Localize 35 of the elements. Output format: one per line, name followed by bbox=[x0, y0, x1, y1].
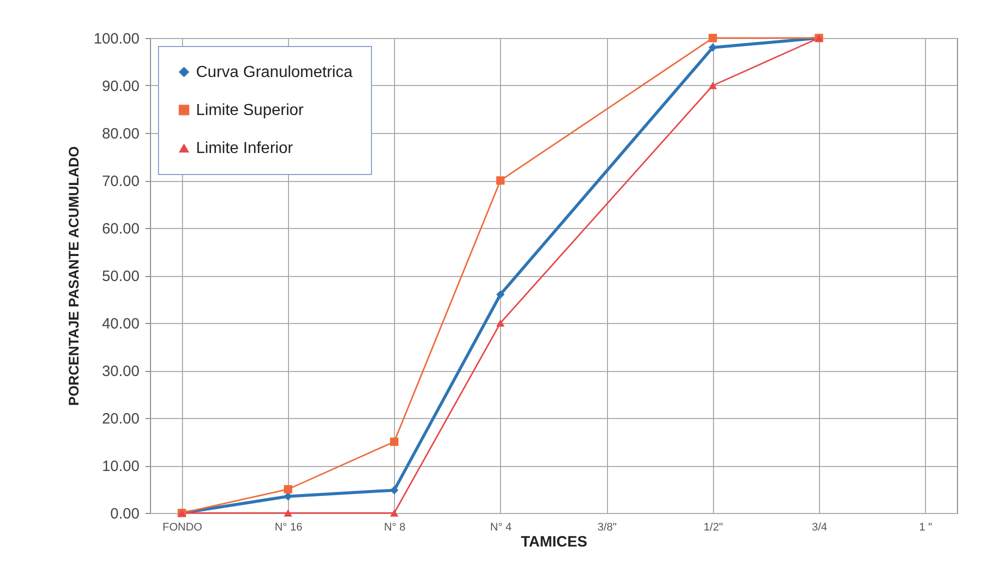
point bbox=[390, 486, 398, 494]
point bbox=[496, 319, 505, 327]
y-tick-label: 50.00 bbox=[102, 268, 140, 285]
point bbox=[284, 509, 292, 517]
y-tick-label: 60.00 bbox=[102, 220, 140, 238]
y-tick-label: 70.00 bbox=[102, 173, 140, 190]
y-axis-title: PORCENTAJE PASANTE ACUMULADO bbox=[66, 146, 82, 406]
y-tick-label: 0.00 bbox=[110, 506, 140, 522]
y-tick-label: 80.00 bbox=[102, 126, 140, 142]
x-tick-label: FONDO bbox=[162, 522, 203, 534]
x-tick-label: N° 8 bbox=[384, 522, 406, 534]
y-tick-label: 30.00 bbox=[102, 363, 140, 380]
point bbox=[708, 34, 717, 42]
y-tick-label: 40.00 bbox=[102, 316, 140, 332]
legend-label: Curva Granulometrica bbox=[196, 64, 353, 81]
x-tick-label: 3/8" bbox=[597, 522, 617, 534]
y-tick-label: 90.00 bbox=[102, 78, 140, 95]
x-axis-title: TAMICES bbox=[520, 534, 588, 550]
x-tick-label: 1/2" bbox=[704, 522, 723, 534]
y-tick-label: 10.00 bbox=[102, 458, 140, 475]
point bbox=[390, 509, 398, 517]
point bbox=[708, 82, 717, 90]
x-tick-label: N° 16 bbox=[274, 522, 302, 534]
point bbox=[390, 438, 398, 446]
point bbox=[284, 485, 292, 494]
x-tick-label: 1 " bbox=[919, 522, 932, 534]
legend-label: Limite Inferior bbox=[196, 140, 294, 157]
x-tick-label: N° 4 bbox=[490, 522, 512, 534]
point bbox=[708, 43, 717, 52]
legend-label: Limite Superior bbox=[196, 102, 304, 119]
point bbox=[496, 290, 505, 299]
point bbox=[496, 176, 505, 185]
y-tick-label: 100.00 bbox=[94, 30, 140, 48]
y-tick-label: 20.00 bbox=[102, 410, 140, 428]
x-tick-label: 3/4 bbox=[812, 522, 828, 534]
